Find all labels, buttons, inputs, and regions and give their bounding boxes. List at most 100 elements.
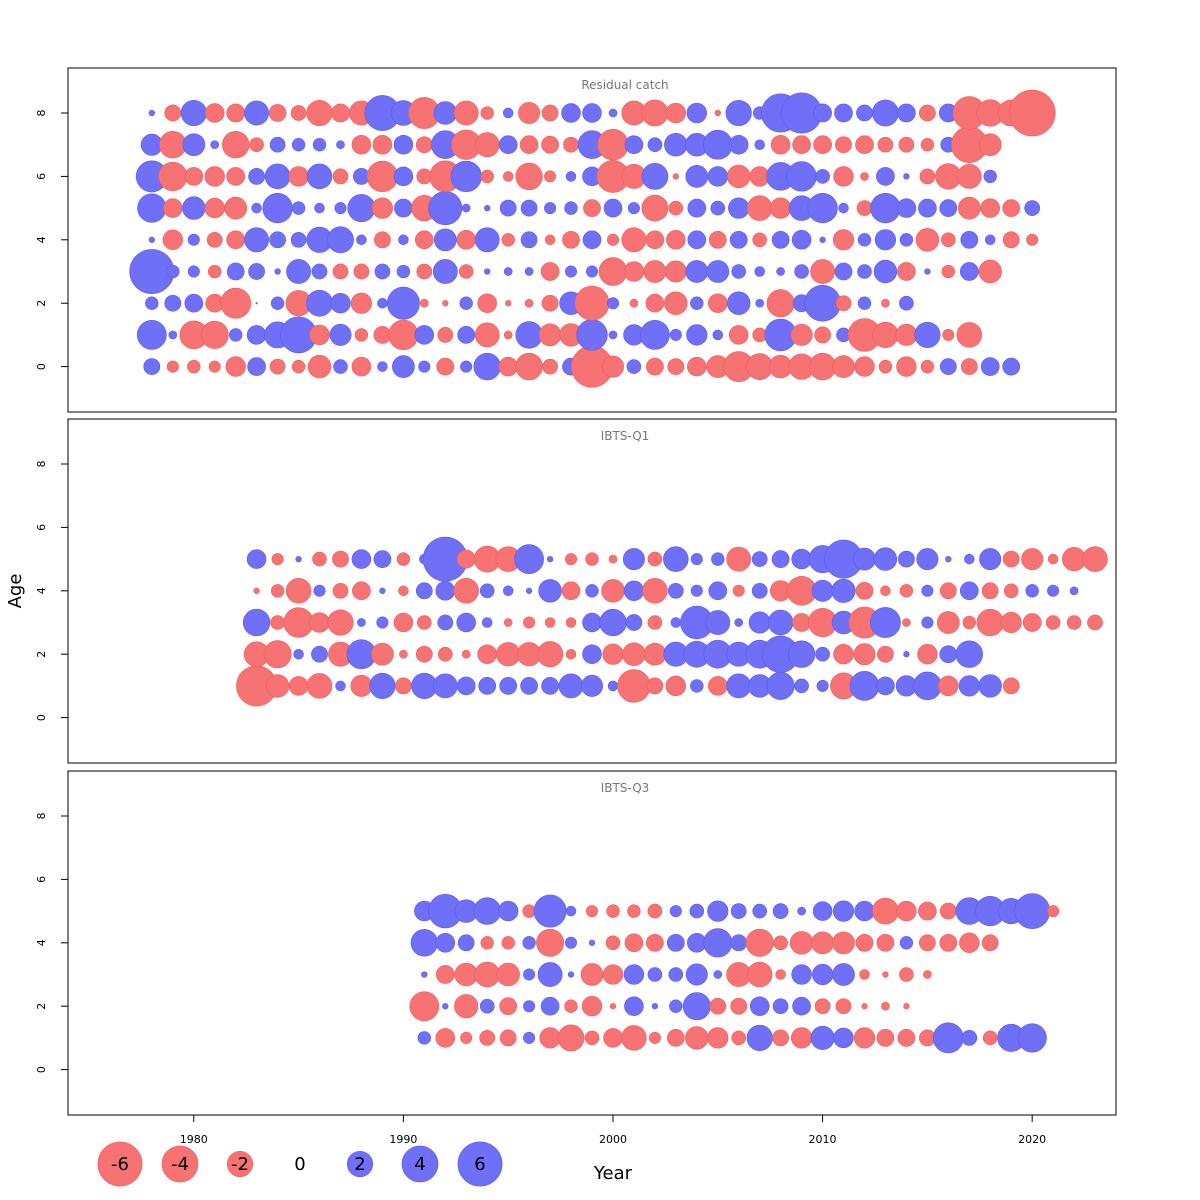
- bubble: [686, 324, 708, 346]
- bubble: [499, 1029, 517, 1047]
- bubble: [870, 192, 901, 224]
- bubble: [314, 202, 325, 214]
- bubble: [415, 582, 433, 600]
- bubble: [685, 165, 709, 188]
- bubble: [629, 298, 639, 308]
- bubble: [229, 328, 243, 342]
- bubble: [456, 612, 476, 633]
- bubble: [667, 358, 685, 375]
- bubble: [456, 549, 476, 569]
- x-tick-label: 1990: [389, 1133, 417, 1146]
- bubble: [978, 259, 1002, 284]
- bubble: [921, 616, 934, 629]
- bubble: [180, 99, 207, 127]
- bubble: [979, 548, 1002, 571]
- bubble: [1022, 613, 1042, 632]
- bubble: [334, 202, 347, 215]
- bubble: [860, 172, 869, 181]
- bubble: [347, 194, 376, 223]
- bubble: [903, 651, 910, 658]
- bubble: [242, 608, 271, 637]
- bubble: [585, 584, 599, 598]
- bubble: [797, 906, 806, 916]
- bubble: [1045, 615, 1061, 630]
- y-tick-label: 2: [35, 651, 48, 658]
- bubble: [896, 356, 917, 377]
- bubble: [581, 674, 603, 697]
- bubble: [834, 103, 853, 123]
- bubble: [561, 581, 581, 601]
- bubble: [522, 904, 536, 918]
- bubble: [903, 173, 910, 180]
- bubble: [288, 676, 309, 696]
- bubble: [163, 198, 183, 218]
- bubble: [515, 321, 543, 349]
- bubble: [808, 352, 837, 381]
- bubble: [478, 677, 497, 695]
- bubble: [291, 201, 306, 215]
- bubble: [437, 327, 454, 343]
- legend-entry: 2: [346, 1150, 374, 1178]
- bubble: [248, 168, 265, 185]
- bubble: [959, 932, 980, 953]
- bubble: [222, 131, 250, 159]
- bubble: [880, 585, 891, 597]
- bubble: [790, 323, 813, 346]
- bubble: [433, 101, 458, 125]
- bubble: [286, 259, 312, 284]
- bubble: [755, 298, 765, 308]
- bubble: [939, 582, 957, 600]
- bubble: [332, 168, 349, 185]
- bubble: [479, 583, 495, 599]
- y-tick-label: 4: [35, 587, 48, 594]
- bubble: [268, 104, 287, 122]
- bubble: [418, 360, 431, 373]
- bubble: [605, 935, 621, 951]
- bubble: [226, 167, 246, 186]
- bubble: [665, 675, 686, 697]
- bubble: [856, 200, 873, 216]
- bubble: [335, 680, 346, 692]
- bubble: [436, 357, 455, 376]
- bubble: [501, 233, 515, 247]
- bubble: [728, 325, 749, 345]
- bubble: [393, 134, 414, 155]
- bubble: [873, 259, 898, 284]
- bubble: [898, 550, 915, 568]
- bubble: [456, 230, 476, 250]
- bubble: [1047, 905, 1060, 918]
- bubble: [200, 320, 229, 349]
- bubble: [832, 229, 855, 251]
- bubble: [621, 1025, 647, 1051]
- bubble: [379, 587, 386, 594]
- bubble: [804, 284, 841, 322]
- bubble: [460, 360, 473, 373]
- bubble: [786, 161, 817, 192]
- bubble: [752, 232, 767, 248]
- bubble: [1002, 550, 1020, 568]
- bubble: [752, 903, 767, 919]
- bubble: [640, 320, 670, 350]
- bubble: [687, 198, 707, 218]
- bubble: [854, 356, 875, 377]
- bubble: [876, 676, 895, 696]
- bubble: [876, 167, 895, 186]
- bubble: [939, 358, 957, 375]
- bubble: [982, 1030, 998, 1046]
- bubble: [454, 962, 478, 987]
- bubble: [617, 669, 651, 703]
- bubble: [520, 231, 538, 249]
- legend-bubble: [161, 1145, 199, 1183]
- bubble: [312, 138, 327, 152]
- bubble: [265, 674, 290, 698]
- bubble: [687, 356, 707, 377]
- bubble: [647, 615, 663, 630]
- bubble: [726, 164, 751, 189]
- bubble: [410, 929, 438, 957]
- bubble: [168, 330, 178, 340]
- bubble: [668, 200, 684, 216]
- bubble: [306, 99, 333, 127]
- bubble: [564, 936, 578, 949]
- bubble: [896, 900, 917, 922]
